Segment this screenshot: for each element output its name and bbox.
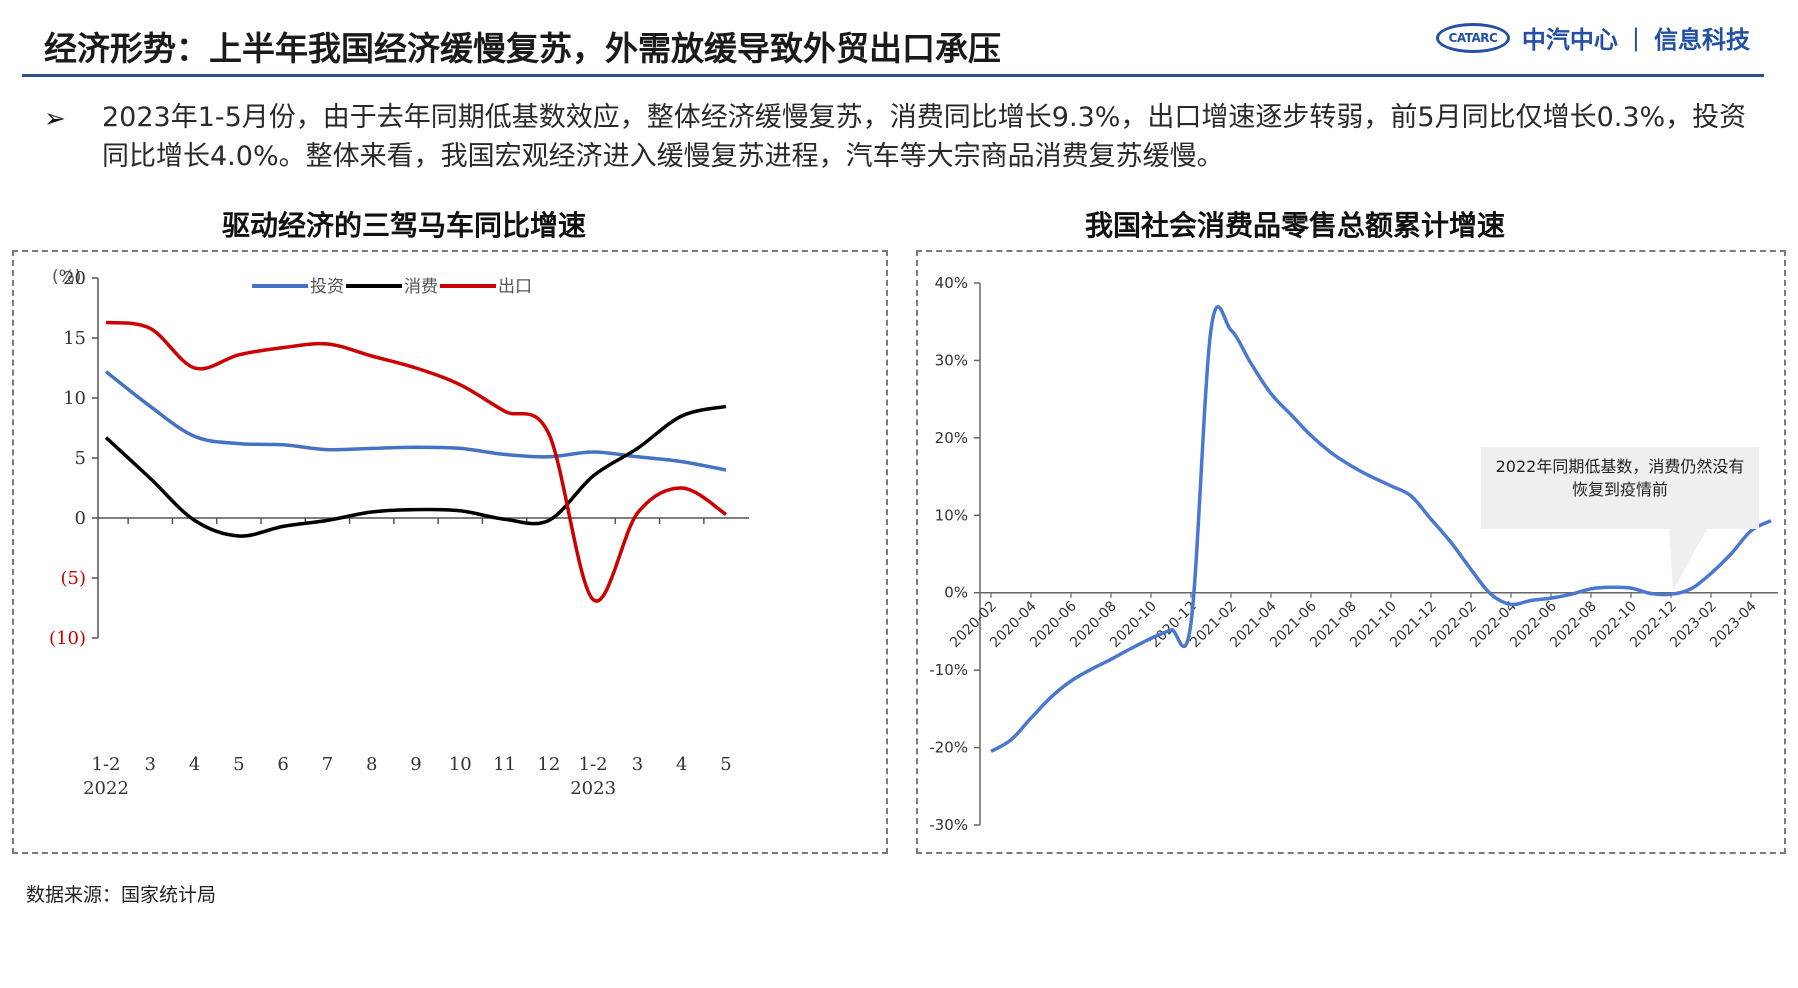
right-chart-y-tick-label: -30%: [929, 816, 968, 834]
right-chart-y-tick-label: -10%: [929, 661, 968, 679]
left-chart-x-tick-label: 12: [537, 754, 560, 775]
bullet-arrow-icon: ➢: [44, 104, 66, 134]
left-chart-x-tick-label: 5: [233, 754, 244, 775]
callout-pointer: [1669, 529, 1707, 591]
left-chart-x-tick-label: 6: [277, 754, 288, 775]
left-chart-panel: (%) 20 15 10 5 0 (5) (10) 1-2 3 4 5 6 7 8 9 10 11 12 1-2 3 4 5…: [12, 250, 888, 854]
right-chart-panel: 40% 30% 20% 10% 0% -10% -20% -30% 2020-02 2020-04…: [916, 250, 1786, 854]
brand-name-secondary: 信息科技: [1654, 26, 1750, 54]
left-chart-y-tick-label: 15: [63, 328, 86, 349]
right-chart-y-tick-label: -20%: [929, 739, 968, 757]
right-chart-title: 我国社会消费品零售总额累计增速: [1085, 209, 1506, 242]
left-chart-unit-label: (%): [52, 267, 81, 287]
header-divider: [22, 74, 1764, 77]
right-chart-y-tick-label: 0%: [944, 584, 968, 602]
left-chart-x-tick-label: 3: [145, 754, 156, 775]
right-chart-svg: 40%30%20%10%0%-10%-20%-30%2020-022020-04…: [929, 274, 1778, 834]
left-chart-y-tick-label: 5: [75, 448, 86, 469]
brand: CATARC 中汽中心 | 信息科技: [1435, 20, 1750, 55]
left-chart-year-label: 2023: [570, 778, 616, 799]
right-chart-y-tick-label: 10%: [935, 506, 968, 524]
page-title: 经济形势：上半年我国经济缓慢复苏，外需放缓导致外贸出口承压: [44, 29, 1001, 68]
right-chart-y-tick-label: 20%: [935, 429, 968, 447]
left-chart-x-tick-label: 10: [449, 754, 472, 775]
left-chart-x-tick-label: 4: [676, 754, 687, 775]
left-chart-x-tick-label: 1-2: [92, 754, 121, 775]
right-chart-y-tick-label: 30%: [935, 351, 968, 369]
left-chart-y-tick-label: (5): [61, 568, 87, 589]
left-chart-y-tick-label: (10): [49, 628, 86, 649]
left-chart-y-tick-label: 10: [63, 388, 86, 409]
catarc-logo-icon: CATARC: [1435, 22, 1510, 53]
summary-paragraph: 2023年1-5月份，由于去年同期低基数效应，整体经济缓慢复苏，消费同比增长9.…: [102, 102, 1747, 172]
left-chart-legend-label: 投资: [310, 277, 344, 297]
left-chart-series-line-出口: [105, 320, 727, 603]
right-chart-y-tick-label: 40%: [935, 274, 968, 292]
left-chart-legend-label: 消费: [404, 277, 438, 297]
left-chart-x-tick-label: 9: [410, 754, 421, 775]
left-chart-x-tick-label: 7: [322, 754, 333, 775]
left-chart-x-tick-label: 1-2: [579, 754, 608, 775]
left-chart-y-tick-label: 0: [75, 508, 86, 529]
left-chart-x-tick-label: 3: [632, 754, 643, 775]
left-chart-legend-label: 出口: [498, 277, 532, 297]
left-chart-x-tick-label: 11: [493, 754, 516, 775]
left-chart-series-line-投资: [104, 370, 727, 472]
left-chart-year-label: 2022: [83, 778, 129, 799]
chart-annotation-callout: 2022年同期低基数，消费仍然没有恢复到疫情前: [1481, 447, 1759, 529]
left-chart-y-tick-label: 20: [63, 268, 86, 289]
left-chart-x-tick-label: 4: [189, 754, 200, 775]
left-chart-title: 驱动经济的三驾马车同比增速: [222, 209, 587, 242]
data-source: 数据来源：国家统计局: [26, 884, 217, 906]
brand-separator: |: [1631, 23, 1640, 52]
right-chart-series-line: [990, 304, 1772, 753]
brand-name-primary: 中汽中心: [1521, 26, 1618, 54]
left-chart-x-tick-label: 8: [366, 754, 377, 775]
left-chart-series-line-消费: [104, 404, 727, 538]
left-chart-svg: (%)20 15 10 5 0 (5) (10) 1-2 3 4 5 6 7 8 9 10 11 12 1-2 3 4 5…: [49, 267, 749, 799]
left-chart-x-tick-label: 5: [720, 754, 731, 775]
